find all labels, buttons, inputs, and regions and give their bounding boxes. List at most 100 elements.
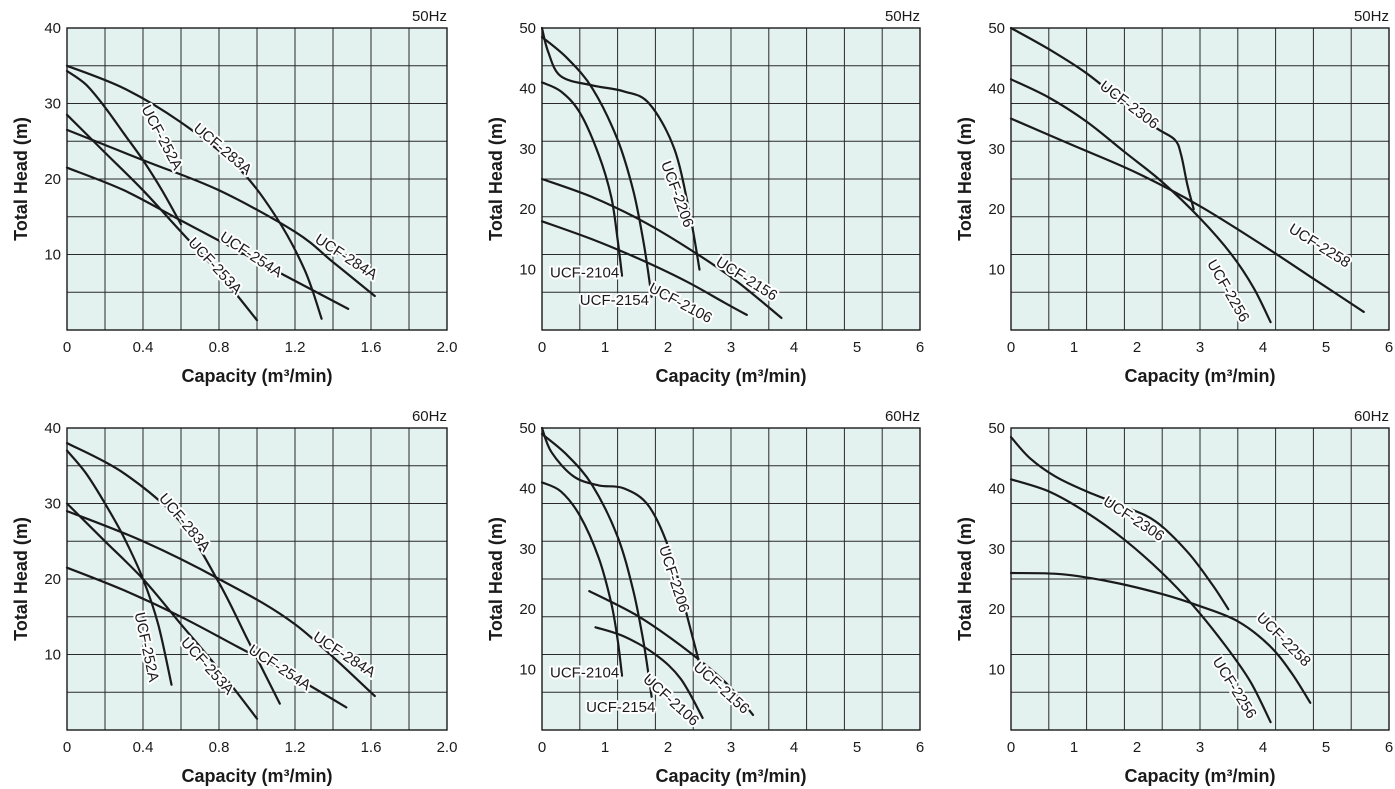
plot-frame [1010, 27, 1390, 331]
series-line-ucf-284a [65, 510, 376, 698]
y-tick-label: 50 [988, 420, 1005, 437]
x-tick-label: 0 [1007, 339, 1015, 356]
frequency-label: 50Hz [885, 8, 920, 25]
y-tick-label: 30 [988, 141, 1005, 158]
y-tick-label: 30 [44, 496, 61, 513]
y-tick-label: 10 [44, 247, 61, 264]
series-line-ucf-2306 [1009, 436, 1230, 611]
x-tick-label: 1.6 [361, 739, 382, 756]
series-line-ucf-253a [65, 502, 259, 720]
x-tick-label: 4 [790, 739, 798, 756]
chart-3: 0 1 2 3 4 5 6 10 20 30 40 50 Capacity (m³/min) Total … [955, 8, 1393, 386]
y-tick-label: 30 [519, 541, 536, 558]
y-tick-label: 30 [988, 541, 1005, 558]
x-tick-label: 6 [916, 739, 924, 756]
grid [67, 28, 447, 330]
x-tick-label: 4 [1259, 339, 1267, 356]
series-label: UCF-2154 [580, 292, 649, 309]
series-line-ucf-2104 [540, 481, 624, 677]
x-tick-label: 0 [63, 339, 71, 356]
series-line-ucf-2206 [540, 426, 701, 665]
y-tick-label: 40 [988, 80, 1005, 97]
frequency-label: 50Hz [1354, 8, 1389, 25]
x-axis-label: Capacity (m³/min) [1124, 766, 1275, 786]
y-tick-label: 40 [44, 420, 61, 437]
series-line-ucf-254a [65, 566, 348, 709]
y-tick-label: 20 [44, 171, 61, 188]
grid [1011, 428, 1389, 730]
x-tick-label: 2 [664, 739, 672, 756]
series-line-ucf-2206 [540, 26, 701, 271]
series-line-ucf-2258 [1009, 117, 1365, 313]
x-tick-label: 2.0 [437, 339, 458, 356]
chart-6: 0 1 2 3 4 5 6 10 20 30 40 50 Capacity (m³/min) Total … [955, 408, 1393, 786]
x-tick-label: 0.8 [209, 339, 230, 356]
x-tick-label: 4 [1259, 739, 1267, 756]
x-tick-label: 5 [853, 739, 861, 756]
y-axis-label: Total Head (m) [955, 117, 975, 241]
y-axis-label: Total Head (m) [11, 117, 31, 241]
y-tick-label: 40 [519, 480, 536, 497]
x-tick-label: 6 [1385, 739, 1393, 756]
plot-frame [1010, 427, 1390, 731]
x-tick-label: 0 [538, 739, 546, 756]
series-line-ucf-2258 [1009, 571, 1312, 704]
y-axis-label: Total Head (m) [955, 517, 975, 641]
x-tick-label: 0.4 [133, 339, 154, 356]
chart-5: 0 1 2 3 4 5 6 10 20 30 40 50 Capacity (m³/min) Total … [486, 408, 924, 786]
x-tick-label: 0 [538, 339, 546, 356]
x-tick-label: 1 [601, 339, 609, 356]
frequency-label: 60Hz [885, 408, 920, 425]
x-tick-label: 2 [1133, 739, 1141, 756]
chart-4: 0 0.4 0.8 1.2 1.6 2.0 10 20 30 40 Capacity (m³/min… [11, 408, 457, 786]
x-tick-label: 1 [1070, 339, 1078, 356]
series-line-ucf-284a [65, 128, 376, 298]
y-tick-label: 40 [519, 80, 536, 97]
grid [542, 428, 920, 730]
y-axis-label: Total Head (m) [486, 517, 506, 641]
x-tick-label: 5 [1322, 739, 1330, 756]
series-line-ucf-252a [65, 69, 183, 226]
y-tick-label: 20 [44, 571, 61, 588]
y-tick-label: 50 [519, 20, 536, 37]
plot-frame [66, 427, 448, 731]
series-label: UCF-2154 [586, 699, 655, 716]
y-tick-label: 30 [519, 141, 536, 158]
chart-2: 0 1 2 3 4 5 6 10 20 30 40 50 Capacity (m³/min) Total … [486, 8, 924, 386]
x-axis-label: Capacity (m³/min) [655, 366, 806, 386]
x-tick-label: 3 [727, 739, 735, 756]
x-tick-label: 6 [916, 339, 924, 356]
series-line-ucf-252a [65, 449, 173, 686]
x-tick-label: 1 [601, 739, 609, 756]
series-line-ucf-2256 [1009, 478, 1272, 724]
series-line-ucf-2104 [540, 81, 624, 277]
series-line-ucf-2154 [540, 36, 653, 298]
x-axis-label: Capacity (m³/min) [181, 766, 332, 786]
x-tick-label: 4 [790, 339, 798, 356]
x-tick-label: 0 [63, 739, 71, 756]
x-tick-label: 6 [1385, 339, 1393, 356]
series-line-ucf-2156 [588, 590, 755, 716]
y-tick-label: 10 [44, 647, 61, 664]
y-tick-label: 10 [988, 262, 1005, 279]
frequency-label: 60Hz [412, 408, 447, 425]
y-tick-label: 20 [988, 601, 1005, 618]
series-line-ucf-2106 [540, 220, 748, 316]
plot-frame [66, 27, 448, 331]
y-axis-label: Total Head (m) [486, 117, 506, 241]
x-tick-label: 3 [1196, 739, 1204, 756]
x-tick-label: 1.2 [285, 739, 306, 756]
y-axis-label: Total Head (m) [11, 517, 31, 641]
x-axis-label: Capacity (m³/min) [655, 766, 806, 786]
y-tick-label: 10 [519, 262, 536, 279]
y-tick-label: 20 [519, 601, 536, 618]
series-line-ucf-2156 [540, 177, 783, 319]
series-line-ucf-2154 [540, 432, 653, 698]
x-axis-label: Capacity (m³/min) [1124, 366, 1275, 386]
series-label: UCF-2104 [550, 265, 619, 282]
y-tick-label: 20 [988, 201, 1005, 218]
series-label: UCF-2104 [550, 665, 619, 682]
grid [67, 428, 447, 730]
y-tick-label: 10 [988, 662, 1005, 679]
